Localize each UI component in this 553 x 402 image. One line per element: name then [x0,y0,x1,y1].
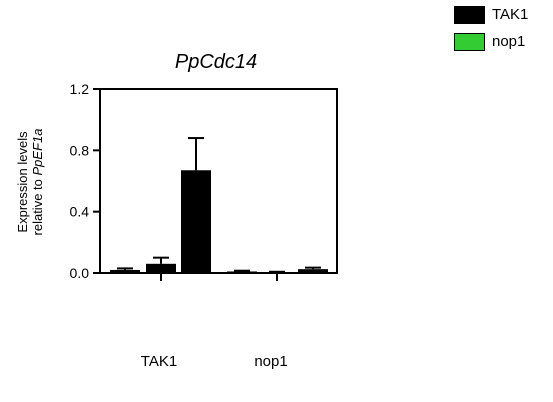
y-tick-label: 0.4 [70,204,90,220]
bar [146,263,176,273]
x-group-label: nop1 [254,353,287,370]
y-axis-label-prefix: relative to [30,175,45,236]
bar [110,269,140,273]
y-axis-label-line2: relative to PpEF1a [30,129,45,236]
y-ticks: 0.0 0.4 0.8 1.2 [70,81,100,281]
axes [99,88,338,281]
y-axis-label-gene: PpEF1a [30,128,45,176]
legend: TAK1 nop1 [454,4,528,58]
bar [227,271,257,273]
bars [110,137,328,274]
legend-label-nop1: nop1 [492,33,526,50]
x-labels: TAK1 nop1 [141,353,288,370]
bar [298,269,328,273]
legend-label-tak1: TAK1 [492,6,529,23]
y-tick-label: 0.8 [70,142,90,158]
legend-swatch-nop1 [454,32,485,51]
y-tick-label: 1.2 [70,81,90,97]
legend-item-nop1: nop1 [454,31,528,52]
legend-item-tak1: TAK1 [454,4,528,25]
chart-title: PpCdc14 [175,51,257,73]
y-axis-label-line1: Expression levels [15,131,30,233]
bar [181,170,211,273]
y-tick-label: 0.0 [70,265,90,281]
legend-swatch-tak1 [454,5,485,24]
plot-frame [99,88,338,274]
x-group-label: TAK1 [141,353,177,370]
